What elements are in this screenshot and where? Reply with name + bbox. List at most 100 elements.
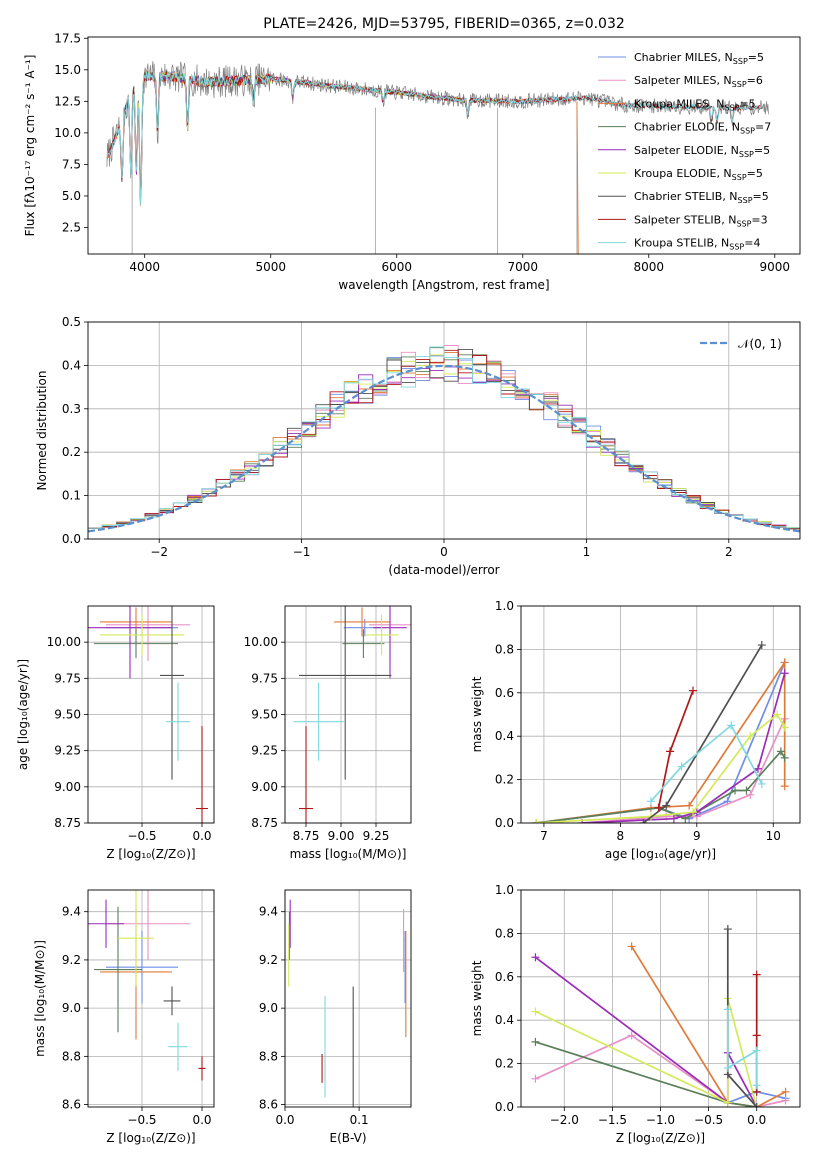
spectrum-xtick-label: 7000: [507, 260, 538, 274]
spectrum-xtick-label: 8000: [634, 260, 665, 274]
weight_vs_age-plot: [532, 641, 789, 823]
mass_vs_Z-point: [201, 1067, 203, 1070]
weight_vs_age-xtick-label: 9: [693, 829, 701, 843]
weight_vs_Z-marker: [752, 1046, 761, 1055]
age_vs_Z-xtick-label: 0.0: [192, 829, 211, 843]
weight_vs_age-marker: [677, 762, 686, 771]
age_vs_mass-xtick-label: 9.25: [363, 829, 390, 843]
weight_vs_age-marker: [688, 686, 697, 695]
residuals-plot: [88, 345, 800, 533]
age_vs_mass-point: [362, 643, 364, 645]
mass_vs_Z-point: [135, 937, 137, 939]
mass_vs_Z-ytick-label: 8.8: [62, 1049, 81, 1063]
age_vs_Z-point: [135, 621, 137, 623]
weight_vs_Z-xtick-label: −1.5: [598, 1113, 627, 1127]
age_vs_mass-xlabel: mass [log₁₀(M/M⊙)]: [290, 847, 407, 861]
age_vs_Z-point: [201, 807, 203, 810]
age_vs_mass-ytick-label: 9.25: [251, 744, 278, 758]
weight_vs_Z-plot: [531, 925, 790, 1107]
weight_vs_Z-ytick-label: 0.8: [495, 926, 514, 940]
age_vs_Z-point: [171, 674, 173, 677]
weight_vs_Z-marker: [723, 925, 732, 934]
figure-title: PLATE=2426, MJD=53795, FIBERID=0365, z=0…: [263, 16, 625, 32]
mass_vs_ebv-ytick-label: 8.6: [259, 1098, 278, 1112]
age_vs_Z-xlabel: Z [log₁₀(Z/Z⊙)]: [106, 847, 195, 861]
hist-chabrier-stelib: [88, 348, 800, 530]
weight_vs_age-ytick-label: 0.4: [495, 729, 514, 743]
spectrum-ytick-label: 5.0: [62, 189, 81, 203]
age_vs_mass-point: [344, 674, 346, 677]
legend-entry: Salpeter MILES, NSSP=6: [634, 74, 763, 89]
weight_vs_age-marker: [731, 786, 740, 795]
mass_vs_ebv-ytick-label: 9.4: [259, 905, 278, 919]
spectrum-ytick-label: 15.0: [54, 63, 81, 77]
mass_vs_Z-ylabel: mass [log₁₀(M/M⊙)]: [33, 940, 47, 1057]
weight_vs_Z-marker: [531, 1007, 540, 1016]
weight_vs_age-marker: [780, 669, 789, 678]
legend-entry: Kroupa MILES, NSSP=5: [634, 97, 756, 112]
age_vs_Z-ytick-label: 9.75: [54, 671, 81, 685]
age_vs_mass-point: [305, 807, 307, 810]
weight_vs_age-marker: [780, 658, 789, 667]
weight_vs_age-marker: [727, 721, 736, 730]
residuals-xtick-label: −1: [293, 545, 311, 559]
age_vs_mass-ytick-label: 9.50: [251, 708, 278, 722]
spectrum-ylabel: Flux [fλ10⁻¹⁷ erg cm⁻² s⁻¹ A⁻¹]: [23, 55, 37, 237]
residuals-ytick-label: 0.5: [62, 315, 81, 329]
weight_vs_Z-marker: [781, 1096, 790, 1105]
residuals-ytick-label: 0.2: [62, 445, 81, 459]
spectrum-ytick-label: 7.5: [62, 157, 81, 171]
residuals-ylabel: Normed distribution: [35, 371, 49, 491]
mass_vs_Z-xtick-label: 0.0: [192, 1113, 211, 1127]
mass_vs_Z-ytick-label: 9.2: [62, 953, 81, 967]
age_vs_Z-ytick-label: 9.25: [54, 744, 81, 758]
weight_vs_Z-xtick-label: −2.0: [550, 1113, 579, 1127]
weight_vs_age-xlabel: age [log₁₀(age/yr)]: [605, 847, 716, 861]
mass_vs_ebv-point: [324, 1046, 326, 1048]
weight_vs_age-marker: [654, 803, 663, 812]
mass_vs_ebv-point: [405, 983, 407, 985]
mass_vs_Z-ytick-label: 9.0: [62, 1001, 81, 1015]
weight_vs_Z-marker: [627, 1031, 636, 1040]
weight_vs_Z-xtick-label: 0.0: [747, 1113, 766, 1127]
weight_vs_age-marker: [780, 723, 789, 732]
weight_vs_age-xtick-label: 8: [617, 829, 625, 843]
spectrum-xtick-label: 4000: [129, 260, 160, 274]
age_vs_mass-point: [389, 627, 391, 629]
weight_vs_Z-marker: [752, 1031, 761, 1040]
weight_vs_age-series: [650, 724, 763, 802]
weight_vs_age-marker: [780, 782, 789, 791]
weight_vs_Z-ytick-label: 0.2: [495, 1057, 514, 1071]
weight_vs_age-marker: [662, 801, 671, 810]
age_vs_Z-point: [129, 627, 131, 629]
residuals-ytick-label: 0.0: [62, 532, 81, 546]
age_vs_Z-ylabel: age [log₁₀(age/yr)]: [16, 659, 30, 770]
age_vs_mass-xtick-label: 8.75: [293, 829, 320, 843]
mass_vs_Z-xlabel: Z [log₁₀(Z/Z⊙)]: [106, 1131, 195, 1145]
spectrum-ytick-label: 10.0: [54, 126, 81, 140]
mass_vs_ebv-point: [352, 1055, 354, 1057]
mass_vs_ebv-ytick-label: 9.0: [259, 1001, 278, 1015]
weight_vs_age-ytick-label: 0.6: [495, 686, 514, 700]
weight_vs_age-marker: [773, 710, 782, 719]
spectrum-xtick-label: 5000: [255, 260, 286, 274]
weight_vs_Z-marker: [723, 1098, 732, 1107]
residuals-frame: [87, 321, 801, 540]
legend-entry: Chabrier ELODIE, NSSP=7: [634, 121, 771, 136]
age_vs_mass-xtick-label: 9.00: [328, 829, 355, 843]
weight_vs_age-xtick-label: 7: [540, 829, 548, 843]
residuals-xtick-label: −2: [150, 545, 168, 559]
residuals-xlabel: (data-model)/error: [388, 563, 499, 577]
weight_vs_Z-marker: [752, 1103, 761, 1107]
weight_vs_age-marker: [646, 797, 655, 806]
mass_vs_ebv-axes: [281, 890, 411, 1111]
residuals-ytick-label: 0.1: [62, 489, 81, 503]
weight_vs_age-marker: [757, 641, 766, 650]
legend-entry: Chabrier MILES, NSSP=5: [634, 51, 764, 66]
weight_vs_age-marker: [639, 819, 648, 823]
residuals-xtick-label: 2: [725, 545, 733, 559]
weight_vs_Z-marker: [531, 953, 540, 962]
age_vs_Z-ytick-label: 9.00: [54, 780, 81, 794]
weight_vs_Z-marker: [752, 970, 761, 979]
weight_vs_age-frame: [520, 605, 801, 824]
